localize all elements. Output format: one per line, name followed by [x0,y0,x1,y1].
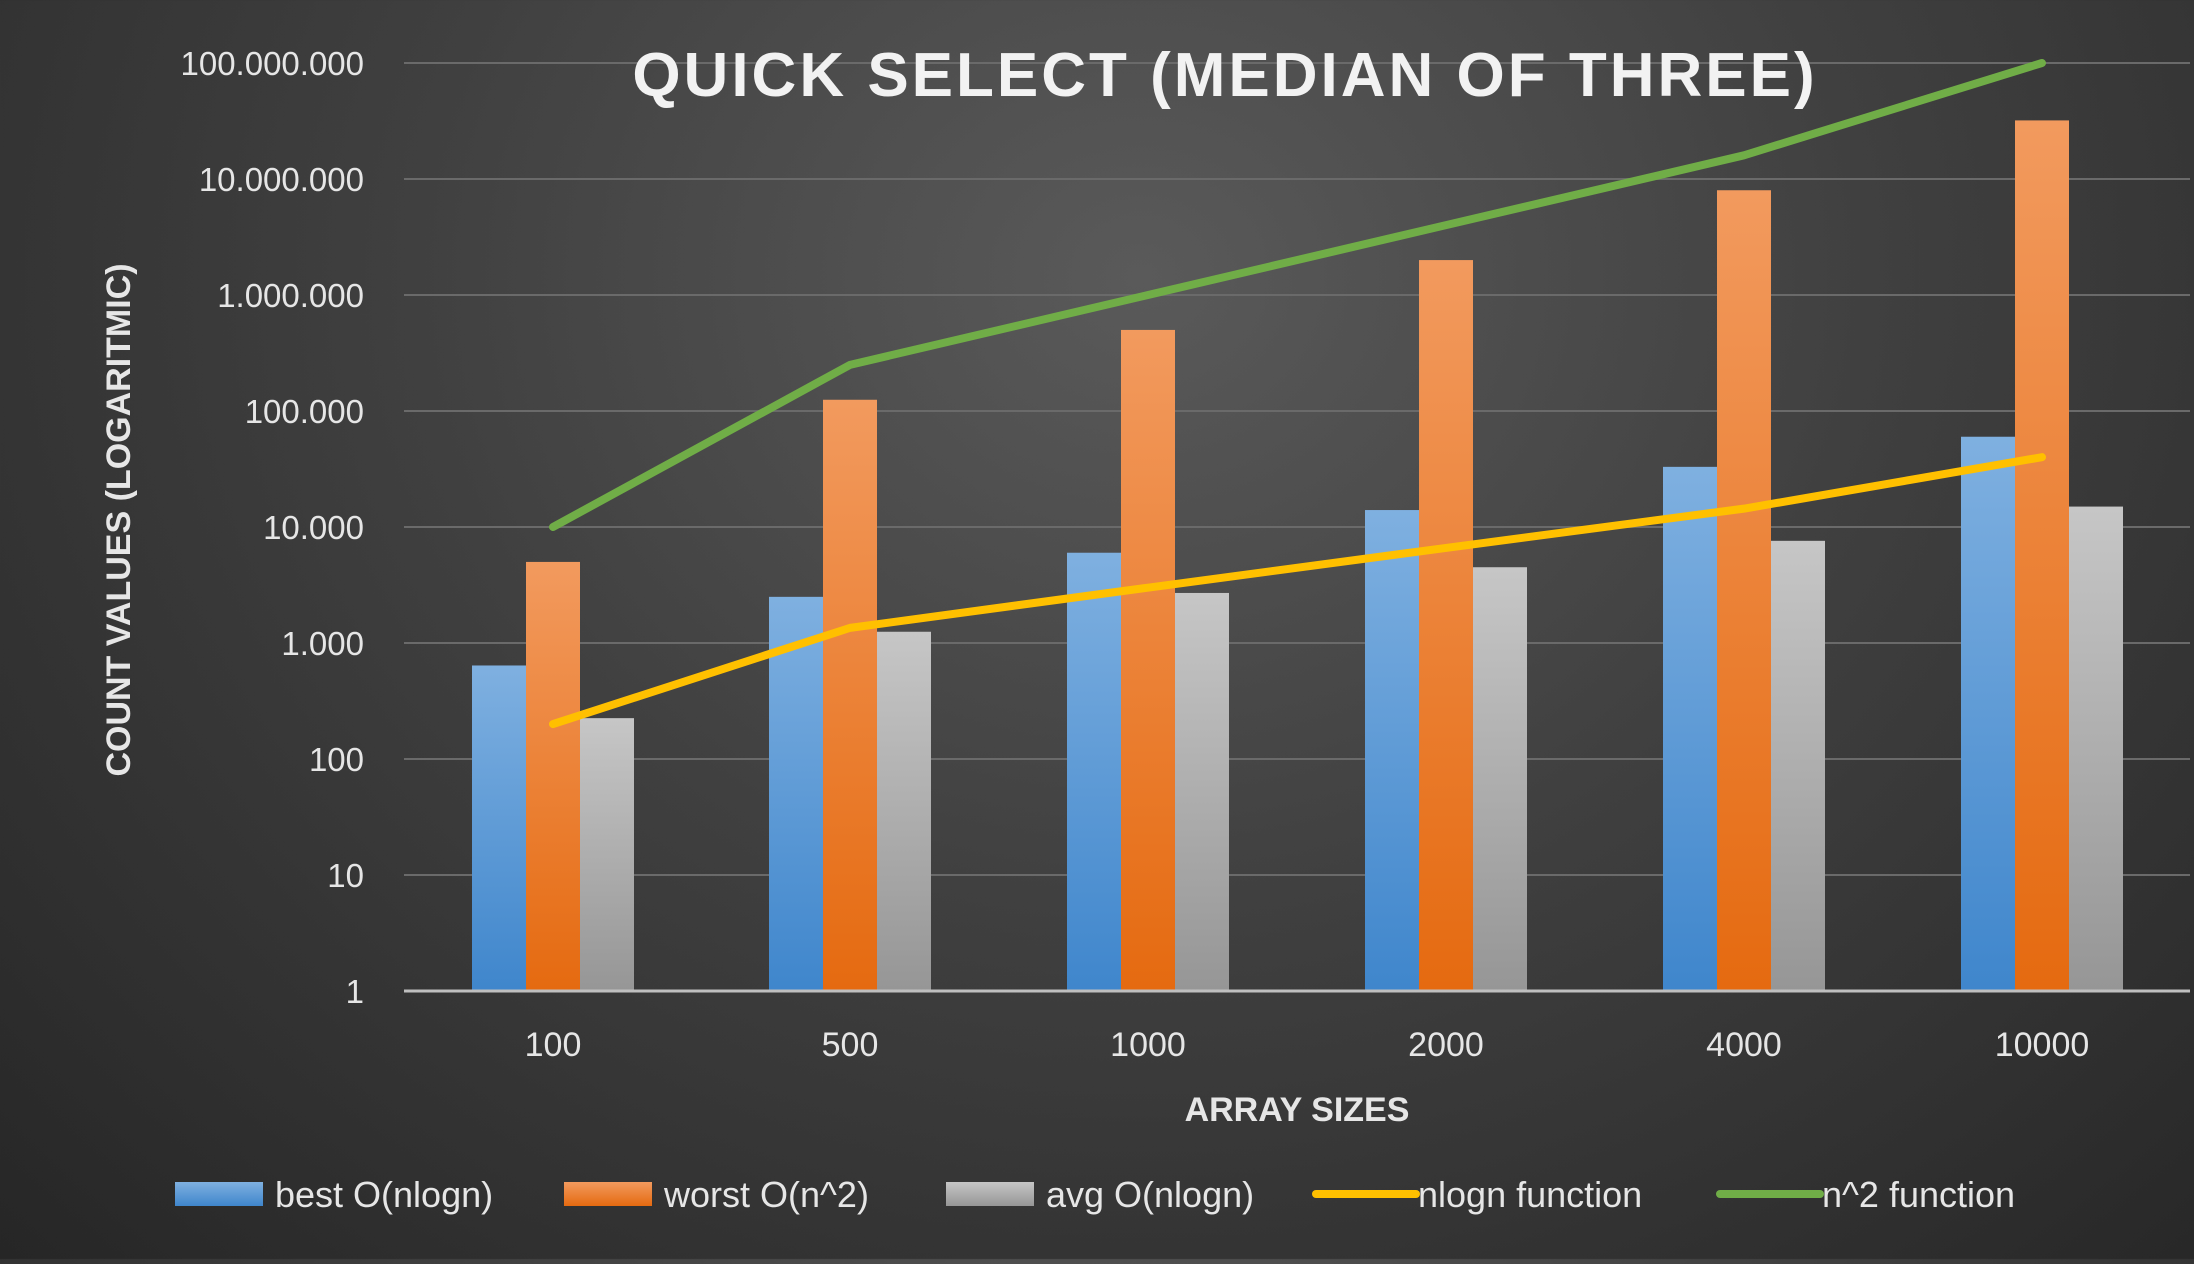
bar-worst [1121,329,1175,991]
bar-avg [580,718,634,991]
gridlines [404,62,2190,876]
legend-label: worst O(n^2) [663,1174,869,1215]
legend-swatch-worst [564,1182,652,1206]
legend-label: n^2 function [1822,1174,2015,1215]
x-tick-label: 2000 [1408,1026,1484,1064]
bar-worst [2015,120,2069,992]
bar-best [1663,466,1717,991]
y-axis-title: COUNT VALUES (LOGARITMIC) [100,263,138,776]
y-axis-tick-labels: 1 10 100 1.000 10.000 100.000 1.000.000 10.000.… [180,45,364,1010]
bar-avg [1175,592,1229,991]
lines [549,59,2046,729]
legend: best O(nlogn) worst O(n^2) avg O(nlogn) nlo… [175,1174,2015,1215]
legend-swatch-best [175,1182,263,1206]
legend-swatch-avg [946,1182,1034,1206]
bar-best [769,596,823,991]
bar-best [472,665,526,991]
legend-label: best O(nlogn) [275,1174,493,1215]
x-tick-label: 4000 [1706,1026,1782,1064]
y-tick-label: 100.000 [245,393,364,430]
bar-avg [877,631,931,991]
x-tick-label: 1000 [1110,1026,1186,1064]
bar-best [1365,510,1419,991]
x-tick-label: 10000 [1995,1026,2090,1064]
bar-best [1961,436,2015,991]
y-tick-label: 1.000.000 [217,277,364,314]
y-tick-label: 10.000.000 [199,161,364,198]
bar-worst [823,399,877,992]
legend-label: avg O(nlogn) [1046,1174,1254,1215]
bar-best [1067,552,1121,991]
bars [472,120,2123,992]
x-tick-label: 100 [525,1026,582,1064]
y-tick-label: 100.000.000 [180,45,364,82]
y-tick-label: 10.000 [263,509,364,546]
legend-label: nlogn function [1418,1174,1642,1215]
bar-worst [1717,190,1771,991]
y-tick-label: 100 [309,741,364,778]
y-tick-label: 1 [346,973,364,1010]
x-axis-tick-labels: 100 500 1000 2000 4000 10000 [525,1026,2090,1064]
line-series-n2 [549,59,2046,531]
bar-worst [1419,260,1473,991]
bar-avg [1771,540,1825,991]
bar-avg [1473,567,1527,991]
bar-avg [2069,506,2123,991]
y-tick-label: 1.000 [281,625,364,662]
bar-worst [526,561,580,991]
chart-title: QUICK SELECT (MEDIAN OF THREE) [632,41,1817,110]
y-tick-label: 10 [327,857,364,894]
x-tick-label: 500 [822,1026,879,1064]
line-series-nlogn [549,453,2046,729]
x-axis-title: ARRAY SIZES [1185,1091,1410,1129]
